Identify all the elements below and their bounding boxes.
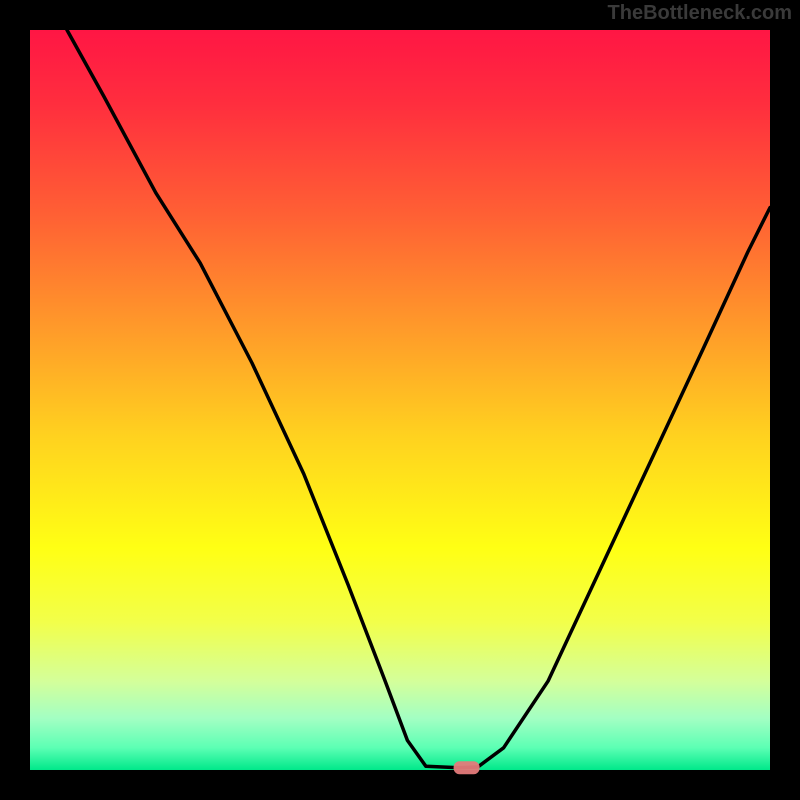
bottleneck-chart xyxy=(0,0,800,800)
optimal-marker xyxy=(454,761,480,774)
plot-background xyxy=(30,30,770,770)
watermark-text: TheBottleneck.com xyxy=(608,2,792,25)
